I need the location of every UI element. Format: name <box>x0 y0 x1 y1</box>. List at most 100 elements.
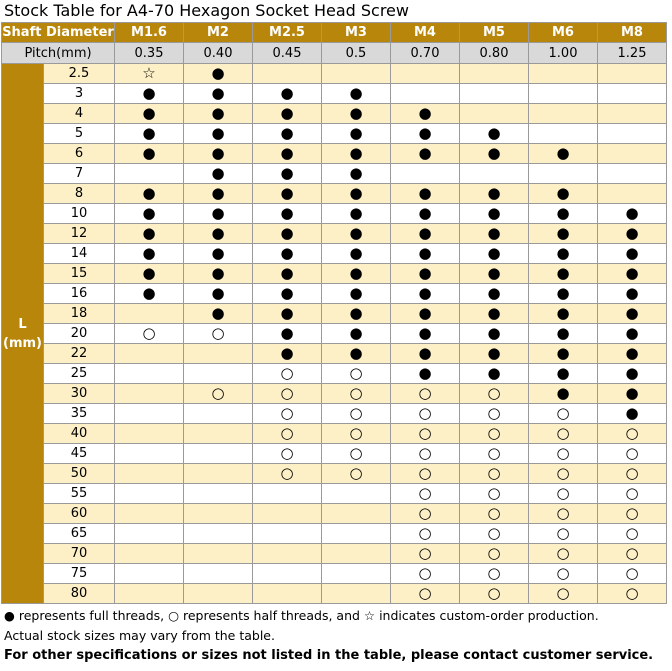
stock-cell <box>321 523 391 544</box>
data-row: 5 ● ● ● ● ● ● <box>2 123 667 144</box>
data-row: 25 ○ ○ ● ● ● ● <box>2 363 667 384</box>
stock-cell <box>114 343 184 364</box>
stock-cell: ● <box>114 223 184 244</box>
stock-cell: ○ <box>321 403 391 424</box>
stock-cell: ☆ <box>114 63 184 84</box>
stock-cell: ● <box>390 363 460 384</box>
stock-cell: ● <box>528 263 598 284</box>
stock-cell: ● <box>390 323 460 344</box>
stock-cell: ○ <box>528 423 598 444</box>
stock-cell: ● <box>459 323 529 344</box>
stock-cell: ● <box>321 263 391 284</box>
data-row: 75 ○ ○ ○ ○ <box>2 563 667 584</box>
stock-cell: ● <box>183 223 253 244</box>
stock-cell: ○ <box>459 463 529 484</box>
data-row: 80 ○ ○ ○ ○ <box>2 583 667 604</box>
pitch: 0.80 <box>459 42 529 64</box>
stock-cell: ● <box>321 83 391 104</box>
stock-cell: ○ <box>528 543 598 564</box>
stock-cell: ● <box>528 243 598 264</box>
stock-cell: ● <box>183 63 253 84</box>
stock-cell: ○ <box>597 583 667 604</box>
stock-cell: ● <box>390 103 460 124</box>
data-row: 12 ● ● ● ● ● ● ● ● <box>2 223 667 244</box>
pitch: 0.5 <box>321 42 391 64</box>
stock-cell: ● <box>183 103 253 124</box>
stock-cell: ○ <box>459 483 529 504</box>
stock-cell <box>321 483 391 504</box>
stock-cell: ○ <box>528 563 598 584</box>
stock-cell: ● <box>597 263 667 284</box>
pitch: 1.00 <box>528 42 598 64</box>
stock-cell <box>597 183 667 204</box>
stock-cell: ● <box>459 343 529 364</box>
stock-cell: ● <box>114 103 184 124</box>
data-row: 20 ○ ○ ● ● ● ● ● ● <box>2 323 667 344</box>
length: 16 <box>43 283 115 304</box>
stock-cell: ○ <box>528 463 598 484</box>
stock-cell: ● <box>114 183 184 204</box>
stock-cell: ● <box>252 243 322 264</box>
stock-cell: ● <box>252 283 322 304</box>
stock-cell <box>183 443 253 464</box>
data-row: 14 ● ● ● ● ● ● ● ● <box>2 243 667 264</box>
stock-cell: ● <box>114 143 184 164</box>
stock-cell: ● <box>459 203 529 224</box>
stock-cell: ● <box>114 283 184 304</box>
stock-cell: ○ <box>597 563 667 584</box>
column-header: M8 <box>597 22 667 43</box>
stock-cell: ● <box>321 283 391 304</box>
length: 75 <box>43 563 115 584</box>
stock-cell: ● <box>528 343 598 364</box>
stock-cell: ● <box>321 103 391 124</box>
stock-cell: ● <box>459 263 529 284</box>
column-header: M3 <box>321 22 391 43</box>
stock-cell: ● <box>252 103 322 124</box>
stock-cell <box>459 63 529 84</box>
column-header: M4 <box>390 22 460 43</box>
stock-cell: ● <box>597 383 667 404</box>
stock-cell <box>183 403 253 424</box>
stock-cell <box>183 423 253 444</box>
length: 65 <box>43 523 115 544</box>
stock-cell: ○ <box>459 523 529 544</box>
stock-cell: ● <box>528 303 598 324</box>
row-label: L (mm) <box>1 63 44 604</box>
stock-cell: ○ <box>459 443 529 464</box>
stock-cell <box>528 163 598 184</box>
data-row: L (mm) 2.5 ☆ ● <box>1 63 667 604</box>
stock-cell: ● <box>528 283 598 304</box>
column-header: M2.5 <box>252 22 322 43</box>
length: 60 <box>43 503 115 524</box>
stock-cell <box>114 523 184 544</box>
stock-cell: ○ <box>459 403 529 424</box>
data-row: 30 ○ ○ ○ ○ ○ ● ● <box>2 383 667 404</box>
stock-cell: ○ <box>459 383 529 404</box>
length: 25 <box>43 363 115 384</box>
data-row: 45 ○ ○ ○ ○ ○ ○ <box>2 443 667 464</box>
stock-cell: ● <box>459 283 529 304</box>
stock-cell: ○ <box>390 423 460 444</box>
column-header: M5 <box>459 22 529 43</box>
stock-cell <box>114 303 184 324</box>
stock-cell: ○ <box>390 403 460 424</box>
stock-cell <box>114 463 184 484</box>
stock-cell: ○ <box>390 383 460 404</box>
length: 55 <box>43 483 115 504</box>
stock-cell <box>252 63 322 84</box>
stock-cell: ● <box>459 303 529 324</box>
stock-cell: ● <box>321 243 391 264</box>
stock-cell: ● <box>252 163 322 184</box>
stock-cell: ● <box>252 143 322 164</box>
data-row: 8 ● ● ● ● ● ● ● <box>2 183 667 204</box>
length: 2.5 <box>43 63 115 84</box>
stock-cell: ○ <box>183 383 253 404</box>
column-header: M6 <box>528 22 598 43</box>
stock-cell: ● <box>390 223 460 244</box>
length: 50 <box>43 463 115 484</box>
stock-cell: ○ <box>252 443 322 464</box>
stock-cell: ● <box>252 303 322 324</box>
stock-cell: ○ <box>459 563 529 584</box>
data-row: 16 ● ● ● ● ● ● ● ● <box>2 283 667 304</box>
stock-cell <box>183 463 253 484</box>
